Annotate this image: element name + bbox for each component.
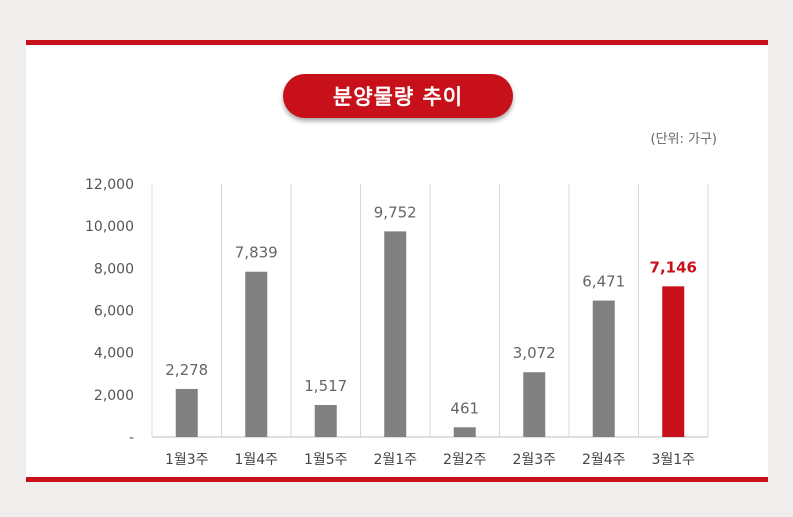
data-label: 2,278: [165, 361, 208, 379]
x-tick-label: 2월2주: [443, 452, 487, 468]
unit-label: (단위: 가구): [650, 132, 718, 147]
data-label: 1,517: [304, 377, 347, 395]
y-tick-label: 12,000: [85, 177, 134, 193]
data-label: 6,471: [582, 273, 625, 291]
bar: [523, 372, 546, 437]
bottom-accent-rule: [26, 477, 768, 482]
data-label: 7,839: [235, 244, 278, 262]
chart-title: 분양물량 추이: [283, 74, 513, 118]
bar: [384, 231, 407, 437]
y-tick-label: 4,000: [94, 346, 134, 362]
y-tick-label: 10,000: [85, 219, 134, 235]
bar: [592, 300, 615, 437]
y-tick-label: -: [129, 430, 134, 446]
x-tick-label: 2월3주: [512, 452, 556, 468]
x-tick-label: 1월5주: [304, 452, 348, 468]
x-tick-label: 2월1주: [373, 452, 417, 468]
data-label: 3,072: [513, 344, 556, 362]
x-tick-label: 1월3주: [165, 452, 209, 468]
y-tick-label: 8,000: [94, 261, 134, 277]
bar: [175, 388, 198, 437]
data-label: 461: [450, 399, 479, 417]
x-tick-label: 1월4주: [234, 452, 278, 468]
x-tick-label: 2월4주: [582, 452, 626, 468]
y-tick-label: 6,000: [94, 304, 134, 320]
bar: [453, 427, 476, 437]
bar: [245, 271, 268, 437]
top-accent-rule: [26, 40, 768, 45]
y-tick-label: 2,000: [94, 388, 134, 404]
data-label: 7,146: [650, 258, 697, 276]
x-tick-label: 3월1주: [651, 452, 695, 468]
data-label: 9,752: [374, 203, 417, 221]
bar: [662, 286, 685, 437]
bar: [314, 405, 337, 437]
